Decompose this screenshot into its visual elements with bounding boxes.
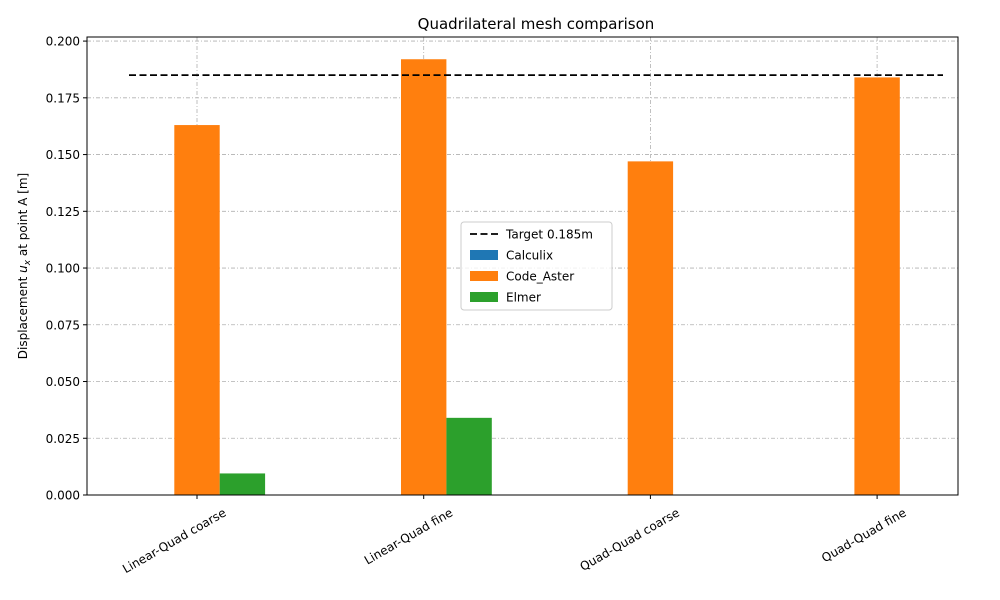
y-axis-label-subscript: x <box>23 259 33 266</box>
y-axis-label-prefix: Displacement <box>16 273 30 359</box>
chart-title: Quadrilateral mesh comparison <box>418 15 655 33</box>
legend-label: Elmer <box>506 291 541 305</box>
legend-label: Target 0.185m <box>505 228 593 242</box>
bar <box>219 473 266 495</box>
y-axis-label-variable: u <box>16 265 30 273</box>
y-tick-label: 0.150 <box>46 148 80 162</box>
bar <box>854 77 900 496</box>
y-tick-label: 0.050 <box>46 375 80 389</box>
bar <box>627 161 674 495</box>
legend-swatch <box>470 292 498 302</box>
bar <box>446 417 492 495</box>
legend: Target 0.185m Calculix Code_Aster Elmer <box>460 221 613 311</box>
y-tick-label: 0.125 <box>46 205 80 219</box>
y-axis-label-suffix: at point A [m] <box>16 173 30 260</box>
y-tick-label: 0.075 <box>46 318 80 332</box>
plot-frame <box>86 36 959 496</box>
legend-label: Calculix <box>506 249 553 263</box>
legend-swatch <box>470 271 498 281</box>
y-tick-label: 0.000 <box>46 489 80 503</box>
bar <box>401 59 447 496</box>
legend-swatch <box>470 250 498 260</box>
y-tick-label: 0.200 <box>46 35 80 49</box>
y-tick-label: 0.100 <box>46 262 80 276</box>
y-tick-label: 0.175 <box>46 91 80 105</box>
legend-box <box>460 221 613 311</box>
bar <box>174 125 220 496</box>
legend-label: Code_Aster <box>506 270 574 284</box>
y-axis-label: Displacement ux at point A [m] <box>16 173 33 359</box>
y-tick-label: 0.025 <box>46 432 80 446</box>
y-axis: 0.000 0.025 0.050 0.075 0.100 0.125 0.150 0.175… <box>46 35 87 503</box>
bars <box>174 59 900 496</box>
